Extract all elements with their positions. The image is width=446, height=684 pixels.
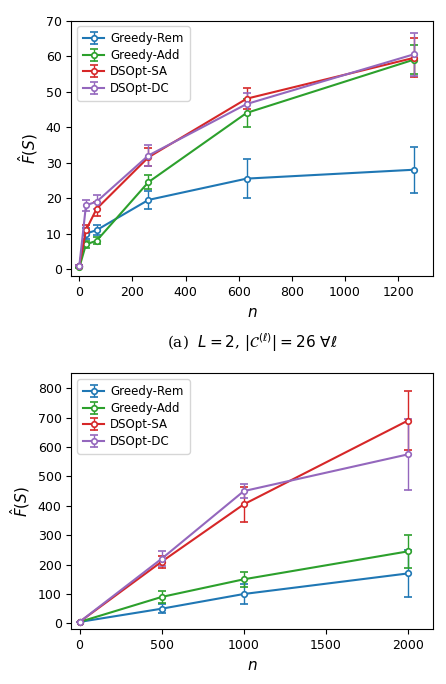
Y-axis label: $\hat{F}(S)$: $\hat{F}(S)$ xyxy=(8,486,32,517)
Legend: Greedy-Rem, Greedy-Add, DSOpt-SA, DSOpt-DC: Greedy-Rem, Greedy-Add, DSOpt-SA, DSOpt-… xyxy=(77,380,190,453)
X-axis label: n: n xyxy=(247,657,257,672)
X-axis label: n: n xyxy=(247,304,257,319)
Title: (a)  $L=2$, $|\mathcal{C}^{(\ell)}| = 26\ \forall\ell$: (a) $L=2$, $|\mathcal{C}^{(\ell)}| = 26\… xyxy=(167,331,337,354)
Y-axis label: $\hat{F}(S)$: $\hat{F}(S)$ xyxy=(16,133,40,164)
Legend: Greedy-Rem, Greedy-Add, DSOpt-SA, DSOpt-DC: Greedy-Rem, Greedy-Add, DSOpt-SA, DSOpt-… xyxy=(77,27,190,101)
